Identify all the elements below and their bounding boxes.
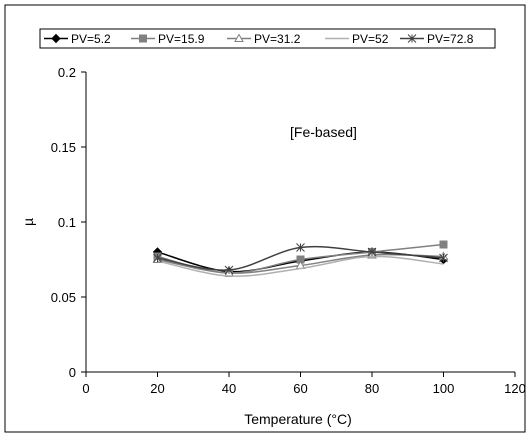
x-tick-label: 20: [150, 381, 164, 396]
legend-label: PV=52: [352, 32, 389, 46]
y-axis-label: µ: [20, 218, 36, 226]
y-tick-label: 0: [69, 365, 76, 380]
y-tick-label: 0.15: [51, 140, 76, 155]
legend-label: PV=5.2: [71, 32, 111, 46]
axes: 0 0.05 0.1 0.15 0.2 0 20 40 60 80 100 120: [51, 65, 526, 396]
series-pv-72-8: [153, 243, 448, 275]
legend-label: PV=15.9: [158, 32, 205, 46]
y-tick-label: 0.2: [58, 65, 76, 80]
legend-marker: [234, 33, 244, 42]
legend-item: PV=15.9: [131, 32, 205, 46]
legend-marker: [51, 33, 61, 44]
data-point: [153, 253, 162, 263]
series-line: [157, 255, 444, 277]
chart-border: [4, 4, 526, 433]
legend-marker: [407, 34, 417, 43]
legend-item: PV=5.2: [44, 32, 111, 46]
legend: PV=5.2 PV=15.9 PV=31.2 PV=52 PV=72.8: [39, 28, 496, 49]
x-tick-label: 120: [504, 381, 526, 396]
x-tick-label: 40: [222, 381, 236, 396]
legend-box: [39, 28, 496, 49]
x-tick-label: 80: [365, 381, 379, 396]
x-axis-label: Temperature (°C): [244, 411, 352, 427]
y-tick-label: 0.1: [58, 215, 76, 230]
series-layer: [152, 240, 449, 277]
legend-label: PV=72.8: [427, 32, 474, 46]
series-pv-52: [157, 255, 444, 277]
data-point: [367, 247, 377, 257]
x-tick-label: 100: [433, 381, 455, 396]
legend-item: PV=31.2: [227, 32, 301, 46]
legend-label: PV=31.2: [254, 32, 301, 46]
x-tick-label: 0: [82, 381, 89, 396]
data-point: [296, 243, 305, 252]
legend-item: PV=72.8: [400, 32, 474, 46]
data-point: [439, 253, 448, 263]
data-point: [224, 265, 234, 275]
legend-marker: [139, 34, 147, 43]
x-tick-label: 60: [293, 381, 307, 396]
legend-item: PV=52: [325, 32, 389, 46]
data-point: [439, 240, 448, 249]
chart-annotation: [Fe-based]: [290, 124, 357, 140]
y-tick-label: 0.05: [51, 290, 76, 305]
